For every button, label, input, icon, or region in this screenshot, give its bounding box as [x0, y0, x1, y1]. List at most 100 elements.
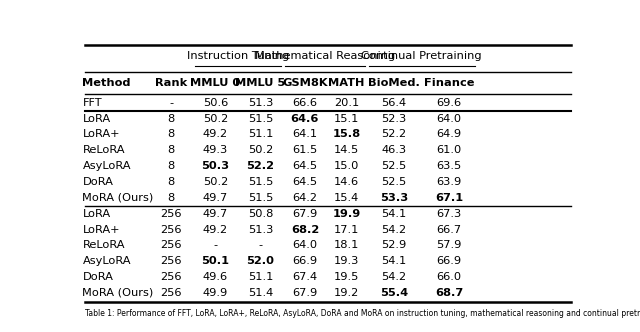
Text: 256: 256 [161, 209, 182, 219]
Text: 53.3: 53.3 [380, 193, 408, 203]
Text: LoRA+: LoRA+ [83, 224, 120, 234]
Text: 67.9: 67.9 [292, 209, 317, 219]
Text: AsyLoRA: AsyLoRA [83, 161, 131, 171]
Text: -: - [259, 240, 262, 250]
Text: 256: 256 [161, 256, 182, 266]
Text: 67.9: 67.9 [292, 288, 317, 298]
Text: 51.3: 51.3 [248, 98, 273, 108]
Text: 49.2: 49.2 [203, 224, 228, 234]
Text: 64.9: 64.9 [436, 129, 461, 139]
Text: 8: 8 [168, 114, 175, 124]
Text: Continual Pretraining: Continual Pretraining [362, 51, 482, 61]
Text: Instruction Tuning: Instruction Tuning [187, 51, 289, 61]
Text: -: - [213, 240, 218, 250]
Text: 14.6: 14.6 [334, 177, 359, 187]
Text: AsyLoRA: AsyLoRA [83, 256, 131, 266]
Text: 66.9: 66.9 [292, 256, 317, 266]
Text: 67.1: 67.1 [435, 193, 463, 203]
Text: 19.5: 19.5 [334, 272, 359, 282]
Text: 61.0: 61.0 [436, 145, 461, 155]
Text: 57.9: 57.9 [436, 240, 461, 250]
Text: BioMed.: BioMed. [368, 78, 420, 88]
Text: 52.5: 52.5 [381, 177, 406, 187]
Text: -: - [169, 98, 173, 108]
Text: MMLU 5: MMLU 5 [236, 78, 285, 88]
Text: Rank: Rank [155, 78, 188, 88]
Text: 15.1: 15.1 [334, 114, 359, 124]
Text: ReLoRA: ReLoRA [83, 240, 125, 250]
Text: 64.0: 64.0 [436, 114, 461, 124]
Text: 51.1: 51.1 [248, 129, 273, 139]
Text: 50.3: 50.3 [202, 161, 230, 171]
Text: 49.6: 49.6 [203, 272, 228, 282]
Text: 51.5: 51.5 [248, 177, 273, 187]
Text: 69.6: 69.6 [436, 98, 461, 108]
Text: 19.9: 19.9 [332, 209, 361, 219]
Text: 50.2: 50.2 [248, 145, 273, 155]
Text: 8: 8 [168, 129, 175, 139]
Text: 256: 256 [161, 224, 182, 234]
Text: Finance: Finance [424, 78, 474, 88]
Text: 52.3: 52.3 [381, 114, 406, 124]
Text: FFT: FFT [83, 98, 102, 108]
Text: 51.4: 51.4 [248, 288, 273, 298]
Text: 61.5: 61.5 [292, 145, 317, 155]
Text: 14.5: 14.5 [334, 145, 359, 155]
Text: LoRA: LoRA [83, 209, 111, 219]
Text: 50.2: 50.2 [203, 114, 228, 124]
Text: 64.5: 64.5 [292, 161, 317, 171]
Text: 64.5: 64.5 [292, 177, 317, 187]
Text: GSM8K: GSM8K [282, 78, 328, 88]
Text: 17.1: 17.1 [334, 224, 359, 234]
Text: 64.0: 64.0 [292, 240, 317, 250]
Text: 8: 8 [168, 161, 175, 171]
Text: 51.3: 51.3 [248, 224, 273, 234]
Text: LoRA: LoRA [83, 114, 111, 124]
Text: Mathematical Reasoning: Mathematical Reasoning [255, 51, 395, 61]
Text: 68.2: 68.2 [291, 224, 319, 234]
Text: 256: 256 [161, 288, 182, 298]
Text: 66.9: 66.9 [436, 256, 461, 266]
Text: Method: Method [83, 78, 131, 88]
Text: 18.1: 18.1 [334, 240, 359, 250]
Text: 67.3: 67.3 [436, 209, 461, 219]
Text: MoRA (Ours): MoRA (Ours) [83, 193, 154, 203]
Text: 67.4: 67.4 [292, 272, 317, 282]
Text: MoRA (Ours): MoRA (Ours) [83, 288, 154, 298]
Text: 8: 8 [168, 177, 175, 187]
Text: 64.6: 64.6 [291, 114, 319, 124]
Text: 50.1: 50.1 [202, 256, 229, 266]
Text: 15.0: 15.0 [334, 161, 359, 171]
Text: 51.5: 51.5 [248, 193, 273, 203]
Text: 50.8: 50.8 [248, 209, 273, 219]
Text: 51.1: 51.1 [248, 272, 273, 282]
Text: 54.1: 54.1 [381, 256, 406, 266]
Text: DoRA: DoRA [83, 272, 113, 282]
Text: MATH: MATH [328, 78, 365, 88]
Text: 51.5: 51.5 [248, 114, 273, 124]
Text: Table 1: Performance of FFT, LoRA, LoRA+, ReLoRA, AsyLoRA, DoRA and MoRA on inst: Table 1: Performance of FFT, LoRA, LoRA+… [85, 309, 640, 318]
Text: 64.2: 64.2 [292, 193, 317, 203]
Text: 64.1: 64.1 [292, 129, 317, 139]
Text: 19.3: 19.3 [334, 256, 359, 266]
Text: 56.4: 56.4 [381, 98, 406, 108]
Text: LoRA+: LoRA+ [83, 129, 120, 139]
Text: 52.5: 52.5 [381, 161, 406, 171]
Text: 66.0: 66.0 [436, 272, 461, 282]
Text: 15.8: 15.8 [333, 129, 361, 139]
Text: 52.2: 52.2 [381, 129, 406, 139]
Text: MMLU 0: MMLU 0 [190, 78, 241, 88]
Text: DoRA: DoRA [83, 177, 113, 187]
Text: 50.2: 50.2 [203, 177, 228, 187]
Text: 49.2: 49.2 [203, 129, 228, 139]
Text: 54.1: 54.1 [381, 209, 406, 219]
Text: 46.3: 46.3 [381, 145, 406, 155]
Text: 50.6: 50.6 [203, 98, 228, 108]
Text: 68.7: 68.7 [435, 288, 463, 298]
Text: 54.2: 54.2 [381, 272, 406, 282]
Text: 256: 256 [161, 240, 182, 250]
Text: 19.2: 19.2 [334, 288, 359, 298]
Text: 66.7: 66.7 [436, 224, 461, 234]
Text: 49.3: 49.3 [203, 145, 228, 155]
Text: 52.0: 52.0 [246, 256, 275, 266]
